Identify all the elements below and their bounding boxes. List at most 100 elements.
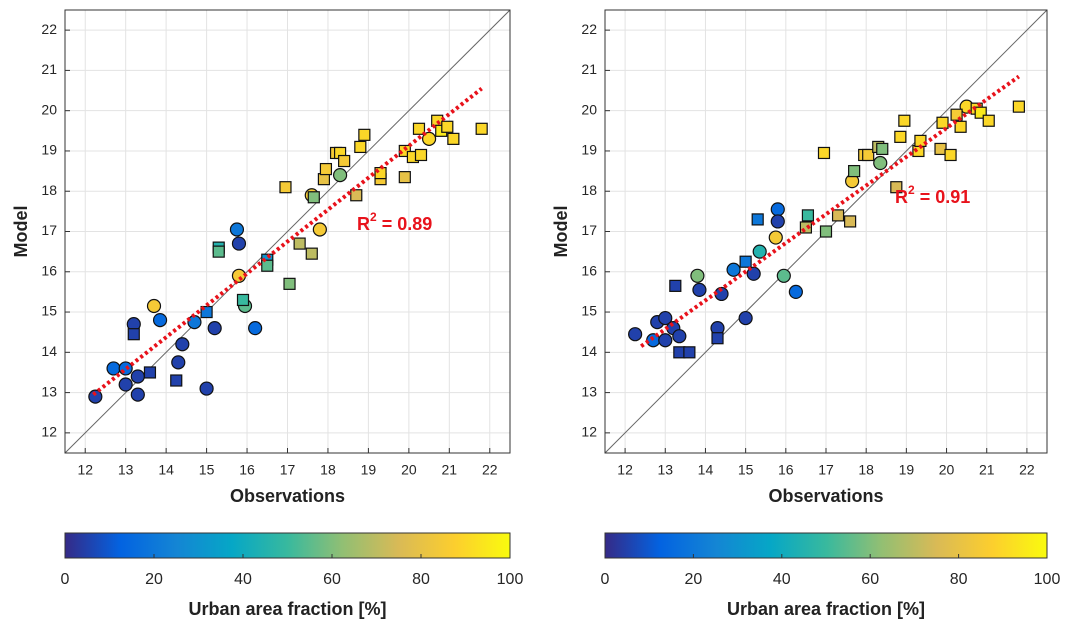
square-point xyxy=(358,128,371,141)
circle-point xyxy=(231,236,247,251)
square-point xyxy=(936,116,949,129)
circle-point xyxy=(175,337,190,352)
square-point xyxy=(475,122,488,135)
circle-point xyxy=(130,369,145,384)
fit-line xyxy=(92,86,483,397)
circle-point xyxy=(171,355,186,370)
x-tick-label: 17 xyxy=(280,462,296,478)
circle-point xyxy=(88,389,103,404)
x-axis-label: Observations xyxy=(768,486,883,506)
circle-point xyxy=(332,168,348,183)
y-tick-label: 14 xyxy=(581,343,597,359)
y-tick-label: 21 xyxy=(581,61,597,77)
colorbar-tick-label: 100 xyxy=(497,571,524,588)
square-point xyxy=(1012,100,1025,113)
square-point xyxy=(441,120,454,133)
y-tick-label: 15 xyxy=(581,303,597,319)
circle-point xyxy=(768,230,783,245)
colorbar-tick-label: 60 xyxy=(861,571,879,588)
colorbar-tick-label: 20 xyxy=(685,571,703,588)
colorbar-tick-label: 80 xyxy=(950,571,968,588)
x-tick-label: 17 xyxy=(818,462,834,478)
circle-point xyxy=(770,214,785,229)
x-tick-label: 13 xyxy=(118,462,134,478)
r2-text: R xyxy=(357,214,370,234)
x-tick-label: 14 xyxy=(158,462,174,478)
y-tick-label: 20 xyxy=(41,101,57,117)
x-tick-label: 21 xyxy=(979,462,995,478)
square-point xyxy=(982,114,995,127)
colorbar-tick-label: 0 xyxy=(61,571,70,588)
circle-point xyxy=(152,313,168,328)
x-tick-label: 16 xyxy=(239,462,255,478)
square-point xyxy=(683,346,696,359)
fit-line xyxy=(640,74,1021,348)
square-point xyxy=(127,328,140,341)
x-tick-label: 15 xyxy=(199,462,215,478)
x-tick-label: 14 xyxy=(698,462,714,478)
square-point xyxy=(143,366,157,379)
circle-point xyxy=(726,262,741,277)
circle-point xyxy=(692,282,707,297)
x-tick-label: 12 xyxy=(77,462,93,478)
circle-point xyxy=(672,329,687,344)
square-point xyxy=(890,181,903,194)
x-tick-label: 12 xyxy=(617,462,633,478)
square-point xyxy=(950,108,963,121)
square-point xyxy=(305,247,318,260)
square-point xyxy=(974,106,987,119)
r2-value: = 0.89 xyxy=(382,214,433,234)
circle-point xyxy=(312,222,327,237)
square-point xyxy=(317,173,331,186)
x-tick-label: 19 xyxy=(899,462,915,478)
colorbar-tick-label: 60 xyxy=(323,571,341,588)
square-point xyxy=(350,189,363,202)
r2-value: = 0.91 xyxy=(920,187,971,207)
square-point xyxy=(283,277,296,290)
y-tick-label: 21 xyxy=(41,61,57,77)
square-point xyxy=(711,332,724,345)
y-tick-label: 13 xyxy=(581,383,597,399)
y-tick-label: 12 xyxy=(41,424,57,440)
y-tick-label: 14 xyxy=(41,343,57,359)
x-tick-label: 19 xyxy=(361,462,377,478)
square-point xyxy=(934,142,947,156)
colorbar-tick-label: 40 xyxy=(773,571,791,588)
square-point xyxy=(876,142,889,156)
square-point xyxy=(801,209,815,222)
circle-point xyxy=(229,222,245,237)
colorbar-tick-label: 40 xyxy=(234,571,252,588)
y-tick-label: 22 xyxy=(41,21,57,37)
y-tick-label: 22 xyxy=(581,21,597,37)
x-tick-label: 13 xyxy=(657,462,673,478)
square-point xyxy=(307,191,320,204)
y-tick-label: 17 xyxy=(581,222,597,238)
colorbar xyxy=(64,532,511,559)
square-point xyxy=(200,305,213,319)
x-tick-label: 20 xyxy=(401,462,417,478)
circle-point xyxy=(199,381,214,396)
square-point xyxy=(412,122,426,135)
square-point xyxy=(894,130,907,143)
square-point xyxy=(212,245,225,258)
circle-point xyxy=(146,298,162,314)
r2-annotation: R2 = 0.89 xyxy=(357,210,432,234)
circle-point xyxy=(658,310,673,326)
circle-point xyxy=(690,268,705,283)
circle-point xyxy=(248,321,263,336)
r2-text: R xyxy=(895,187,908,207)
square-point xyxy=(414,148,428,162)
circle-point xyxy=(118,377,133,392)
square-point xyxy=(669,279,682,292)
y-tick-label: 18 xyxy=(41,182,57,198)
circle-point xyxy=(770,202,785,217)
circle-point xyxy=(187,315,202,330)
circle-point xyxy=(788,284,803,300)
square-point xyxy=(261,259,274,272)
square-point xyxy=(170,374,183,387)
square-point xyxy=(799,221,813,234)
square-point xyxy=(293,237,306,250)
circle-point xyxy=(776,268,791,283)
r2-superscript: 2 xyxy=(370,210,377,224)
